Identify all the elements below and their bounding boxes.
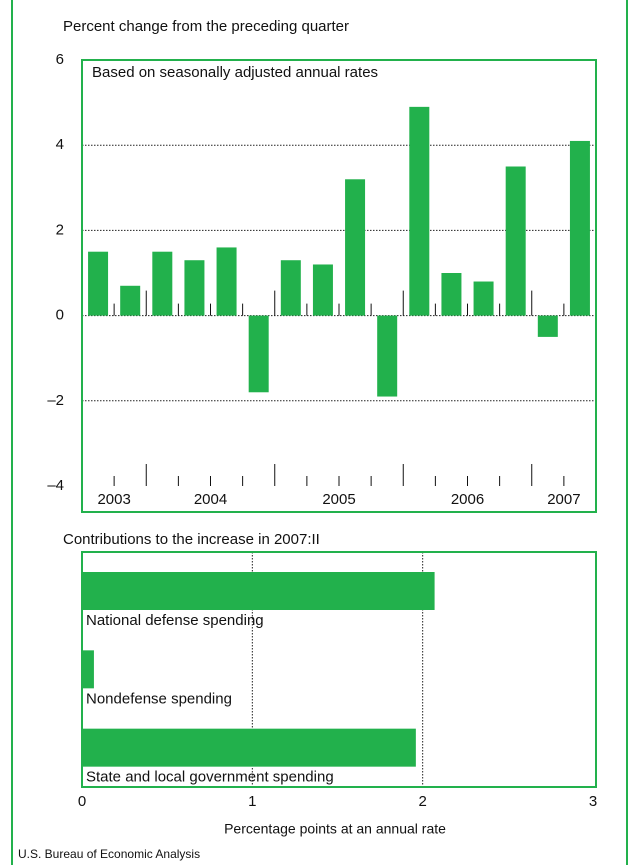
bar [569,140,590,316]
category-label: National defense spending [86,612,264,629]
x-group-label: 2007 [547,491,580,508]
x-group-label: 2003 [97,491,130,508]
subtitle: Based on seasonally adjusted annual rate… [92,64,378,81]
bar [505,166,526,316]
y-tick-label: 4 [56,136,64,153]
bar [377,315,398,397]
category-label: State and local government spending [86,769,334,786]
bar [248,315,269,393]
chart-title: Contributions to the increase in 2007:II [63,531,320,548]
bar [88,251,109,316]
y-tick-label: 2 [56,221,64,238]
plot-frame [81,59,597,513]
y-tick-label: –2 [47,392,64,409]
bar [120,285,141,316]
plot-frame [81,551,597,788]
x-tick-label: 3 [589,793,597,810]
y-tick-label: –4 [47,477,64,494]
bar [473,281,494,316]
y-tick-label: 6 [56,51,64,68]
x-group-label: 2005 [322,491,355,508]
bar [312,264,333,316]
y-tick-label: 0 [56,307,64,324]
bar [82,728,416,767]
bar [280,260,301,316]
bar [441,273,462,316]
x-tick-label: 1 [248,793,256,810]
source: U.S. Bureau of Economic Analysis [18,847,200,861]
chart-title: Percent change from the preceding quarte… [63,18,349,35]
x-group-label: 2006 [451,491,484,508]
bar [152,251,173,316]
category-label: Nondefense spending [86,690,232,707]
x-axis-label: Percentage points at an annual rate [224,821,446,837]
bar [216,247,237,316]
bar [537,315,558,337]
bar [82,572,435,610]
bar [409,106,430,316]
x-group-label: 2004 [194,491,227,508]
x-tick-label: 0 [78,793,86,810]
bar [345,179,366,316]
bar [82,650,94,689]
bar [184,260,205,316]
x-tick-label: 2 [418,793,426,810]
